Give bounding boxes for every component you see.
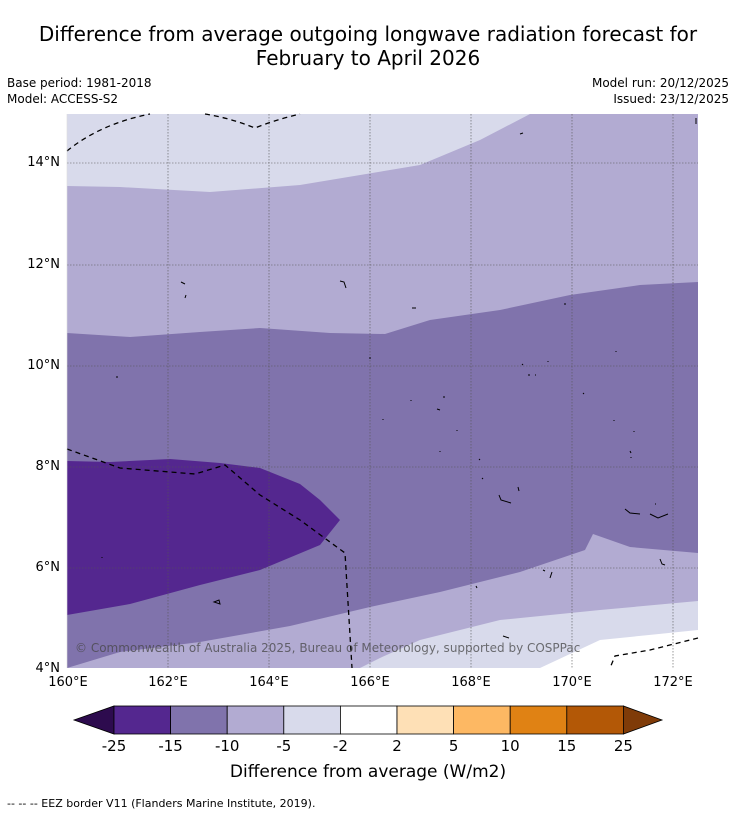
colorbar-segment [396,705,454,735]
colorbar-segment [113,705,171,735]
chart-title: Difference from average outgoing longwav… [0,22,736,70]
colorbar-segment [283,705,341,735]
lat-label-10n: 10°N [27,358,60,373]
colorbar-tick-label: -15 [158,737,183,755]
lon-label-172e: 172°E [653,675,693,690]
colorbar-extend-high [623,705,664,735]
band-lower-white [540,630,698,668]
colorbar-tick-label: 2 [392,737,402,755]
lat-label-6n: 6°N [35,560,61,575]
title-line-2: February to April 2026 [255,46,481,70]
colorbar-tick-label: 5 [448,737,459,755]
lon-label-164e: 164°E [249,675,289,690]
colorbar-segment [226,705,285,735]
colorbar-tick-label: -10 [214,737,240,755]
band-dark [67,459,340,615]
meta-left: Base period: 1981-2018 Model: ACCESS-S2 [7,75,152,107]
lat-label-8n: 8°N [35,459,61,474]
lat-label-4n: 4°N [35,661,61,676]
lon-label-168e: 168°E [451,675,491,690]
gridlines [67,114,698,668]
lon-label-162e: 162°E [148,675,188,690]
colorbar-tick-label: 25 [613,737,633,755]
colorbar-tick-label: 15 [557,737,577,755]
colorbar-segment [339,705,398,735]
model-run: Model run: 20/12/2025 [591,76,729,90]
colorbar-extend-low [72,705,115,735]
model-name: Model: ACCESS-S2 [7,92,119,106]
colorbar-segment [453,705,511,735]
forecast-map [66,113,699,669]
colorbar-tick-label: -2 [332,737,348,755]
base-period: Base period: 1981-2018 [7,76,152,90]
colorbar-tick-label: -5 [276,737,292,755]
title-line-1: Difference from average outgoing longwav… [38,22,698,46]
colorbar-title: Difference from average (W/m2) [229,762,507,782]
lon-label-160e: 160°E [48,675,88,690]
eez-footnote: -- -- -- EEZ border V11 (Flanders Marine… [7,797,316,810]
lat-label-14n: 14°N [27,155,60,170]
lon-label-170e: 170°E [552,675,592,690]
colorbar-tick-label: -25 [101,737,127,755]
islands [101,118,697,639]
colorbar-tick-label: 10 [500,737,520,755]
meta-right: Model run: 20/12/2025 Issued: 23/12/2025 [592,75,729,107]
colorbar-segment [566,705,624,735]
colorbar-segment [170,705,228,735]
copyright-notice: © Commonwealth of Australia 2025, Bureau… [75,641,581,655]
eez-borders [66,113,699,669]
colorbar-segment [509,705,568,735]
lon-label-166e: 166°E [350,675,390,690]
lat-label-12n: 12°N [27,257,60,272]
issued-date: Issued: 23/12/2025 [613,92,729,106]
